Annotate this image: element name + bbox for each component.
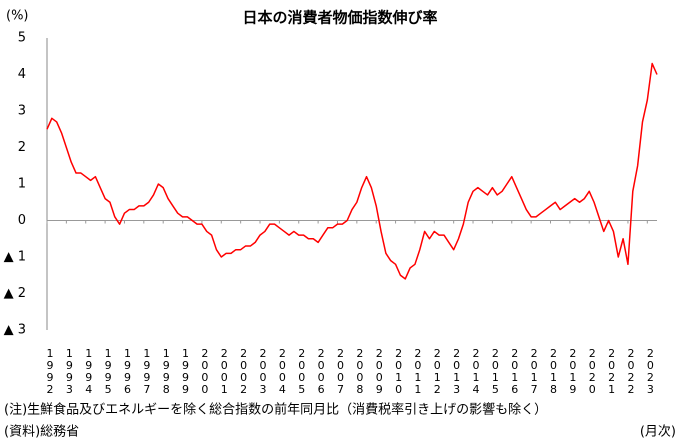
x-tick-label: 2023 (644, 347, 657, 395)
y-tick-label: 3 (18, 104, 26, 119)
x-tick-label: 1997 (140, 347, 153, 395)
y-tick-label: 2 (18, 140, 26, 155)
y-tick-label: ▲ 2 (4, 286, 26, 301)
y-tick-label: 5 (18, 31, 26, 46)
data-line (46, 62, 658, 280)
frequency: (月次) (640, 424, 676, 440)
x-tick-label: 2001 (218, 347, 231, 395)
source: (資料)総務省 (4, 425, 79, 440)
x-tick-label: 1996 (121, 347, 134, 395)
x-tick-label: 2002 (237, 347, 250, 395)
chart-title: 日本の消費者物価指数伸び率 (242, 9, 437, 27)
x-tick-label: 2006 (315, 347, 328, 395)
y-tick-label: ▲ 1 (4, 250, 26, 265)
x-tick-label: 1995 (102, 347, 115, 395)
y-tick-label: 1 (18, 177, 26, 192)
x-tick-label: 2015 (489, 347, 502, 395)
y-unit: (%) (6, 9, 29, 24)
x-tick-label: 2007 (334, 347, 347, 395)
x-tick-label: 2016 (508, 347, 521, 395)
x-tick-label: 2012 (431, 347, 444, 395)
x-tick-label: 2004 (276, 347, 289, 395)
x-tick-label: 2003 (257, 347, 270, 395)
x-tick-label: 2018 (547, 347, 560, 395)
x-tick-label: 2005 (295, 347, 308, 395)
x-tick-label: 1992 (44, 347, 57, 395)
x-tick-label: 1998 (160, 347, 173, 395)
y-tick-label: ▲ 3 (4, 323, 26, 338)
x-tick-label: 2009 (373, 347, 386, 395)
x-tick-label: 1993 (63, 347, 76, 395)
x-tick-label: 1994 (82, 347, 95, 395)
x-tick-label: 2013 (450, 347, 463, 395)
x-tick-label: 2022 (624, 347, 637, 395)
x-tick-label: 2021 (605, 347, 618, 395)
x-tick-label: 2000 (198, 347, 211, 395)
y-tick-label: 4 (18, 67, 26, 82)
note: (注)生鮮食品及びエネルギーを除く総合指数の前年同月比（消費税率引き上げの影響も… (4, 402, 547, 418)
x-tick-label: 2014 (470, 347, 483, 395)
y-tick-label: 0 (18, 213, 26, 228)
x-tick-label: 2011 (411, 347, 424, 395)
x-tick-label: 1999 (179, 347, 192, 395)
x-tick-label: 2020 (586, 347, 599, 395)
x-tick-label: 2019 (566, 347, 579, 395)
x-tick-label: 2010 (392, 347, 405, 395)
x-tick-label: 2008 (353, 347, 366, 395)
x-tick-label: 2017 (528, 347, 541, 395)
